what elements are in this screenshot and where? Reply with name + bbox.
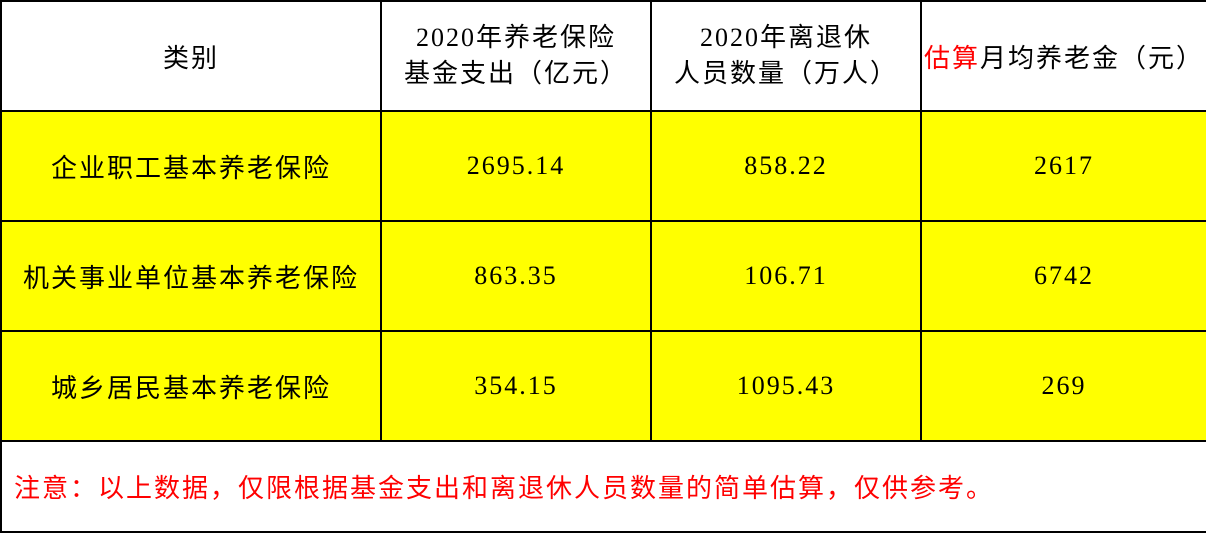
table-note: 注意：以上数据，仅限根据基金支出和离退休人员数量的简单估算，仅供参考。 — [1, 441, 1206, 532]
pension-table: 类别 2020年养老保险 基金支出（亿元） 2020年离退休 人员数量（万人） … — [0, 0, 1206, 533]
header-pension-highlight: 估算 — [924, 44, 980, 73]
header-pension-rest: 月均养老金（元） — [980, 44, 1204, 73]
header-fund-line1: 2020年养老保险 — [382, 20, 650, 56]
header-retirees: 2020年离退休 人员数量（万人） — [651, 1, 921, 111]
header-fund-line2: 基金支出（亿元） — [382, 56, 650, 92]
table-row: 企业职工基本养老保险 2695.14 858.22 2617 — [1, 111, 1206, 221]
header-category-text: 类别 — [163, 44, 219, 73]
cell-pension: 2617 — [921, 111, 1206, 221]
header-retirees-line2: 人员数量（万人） — [652, 56, 920, 92]
table-row: 城乡居民基本养老保险 354.15 1095.43 269 — [1, 331, 1206, 441]
header-category: 类别 — [1, 1, 381, 111]
table-row: 机关事业单位基本养老保险 863.35 106.71 6742 — [1, 221, 1206, 331]
cell-fund: 863.35 — [381, 221, 651, 331]
cell-category: 企业职工基本养老保险 — [1, 111, 381, 221]
cell-category: 城乡居民基本养老保险 — [1, 331, 381, 441]
cell-fund: 2695.14 — [381, 111, 651, 221]
cell-retirees: 1095.43 — [651, 331, 921, 441]
header-pension: 估算月均养老金（元） — [921, 1, 1206, 111]
cell-retirees: 106.71 — [651, 221, 921, 331]
table-note-row: 注意：以上数据，仅限根据基金支出和离退休人员数量的简单估算，仅供参考。 — [1, 441, 1206, 532]
header-retirees-line1: 2020年离退休 — [652, 20, 920, 56]
cell-pension: 269 — [921, 331, 1206, 441]
cell-fund: 354.15 — [381, 331, 651, 441]
cell-retirees: 858.22 — [651, 111, 921, 221]
header-fund-expense: 2020年养老保险 基金支出（亿元） — [381, 1, 651, 111]
table-header-row: 类别 2020年养老保险 基金支出（亿元） 2020年离退休 人员数量（万人） … — [1, 1, 1206, 111]
cell-category: 机关事业单位基本养老保险 — [1, 221, 381, 331]
cell-pension: 6742 — [921, 221, 1206, 331]
